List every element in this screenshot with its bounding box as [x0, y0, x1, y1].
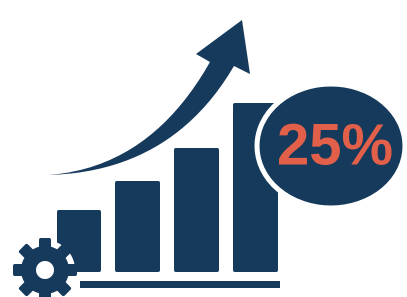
growth-icon: 25% — [0, 0, 407, 297]
bar — [115, 181, 160, 272]
page: {"badge": {"label": "25%"}} 25% (() => {… — [0, 0, 407, 297]
gear-hole — [36, 261, 54, 279]
baseline — [80, 281, 280, 288]
bar — [174, 148, 219, 272]
badge-label: 25% — [277, 112, 393, 177]
trend-arrow — [48, 20, 250, 175]
